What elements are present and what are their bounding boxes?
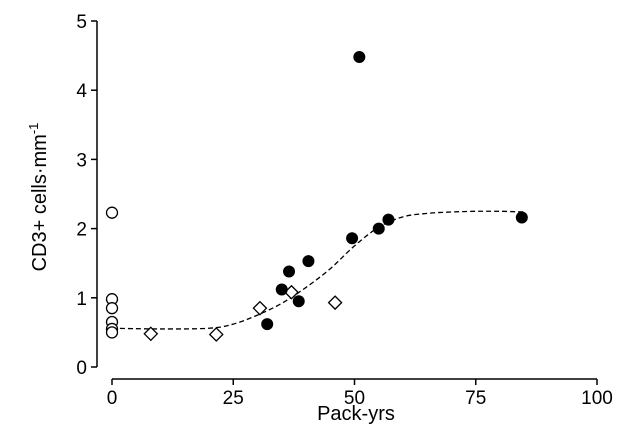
filled-circle-point xyxy=(302,255,315,268)
x-axis-title: Pack-yrs xyxy=(317,403,395,425)
y-tick-label: 5 xyxy=(76,12,87,33)
y-tick-label: 3 xyxy=(76,150,87,171)
filled-circle-point xyxy=(372,222,385,235)
y-tick-label: 4 xyxy=(76,81,87,102)
filled-circle-point xyxy=(292,295,305,308)
filled-circle-point xyxy=(283,265,296,278)
open-circle-point xyxy=(105,206,119,219)
open-diamond-point xyxy=(143,326,159,342)
x-tick-label: 25 xyxy=(223,388,244,409)
x-tick-label: 100 xyxy=(581,388,613,409)
x-tick-label: 75 xyxy=(465,388,486,409)
filled-circle-point xyxy=(275,283,288,296)
x-tick-label: 0 xyxy=(107,388,118,409)
fit-curve-layer xyxy=(111,210,525,330)
data-points xyxy=(105,50,528,342)
open-diamond-point xyxy=(327,295,343,311)
y-tick-label: 2 xyxy=(76,220,87,241)
filled-circle-point xyxy=(346,232,359,245)
open-circle-point xyxy=(105,302,119,315)
open-diamond-point xyxy=(252,300,268,316)
x-tick-label: 50 xyxy=(344,388,365,409)
y-tick-label: 0 xyxy=(76,358,87,379)
y-axis-title-main: CD3+ cells·mm xyxy=(29,134,51,271)
fit-curve-line xyxy=(111,210,525,330)
y-tick-label: 1 xyxy=(76,289,87,310)
open-circle-point xyxy=(105,326,119,339)
y-axis-title: CD3+ cells·mm-1 xyxy=(26,123,51,272)
filled-circle-point xyxy=(353,50,366,63)
y-axis-title-superscript: -1 xyxy=(26,123,41,135)
filled-circle-point xyxy=(261,318,274,331)
filled-circle-point xyxy=(382,213,395,226)
filled-circle-point xyxy=(515,211,528,224)
open-diamond-point xyxy=(208,327,224,342)
